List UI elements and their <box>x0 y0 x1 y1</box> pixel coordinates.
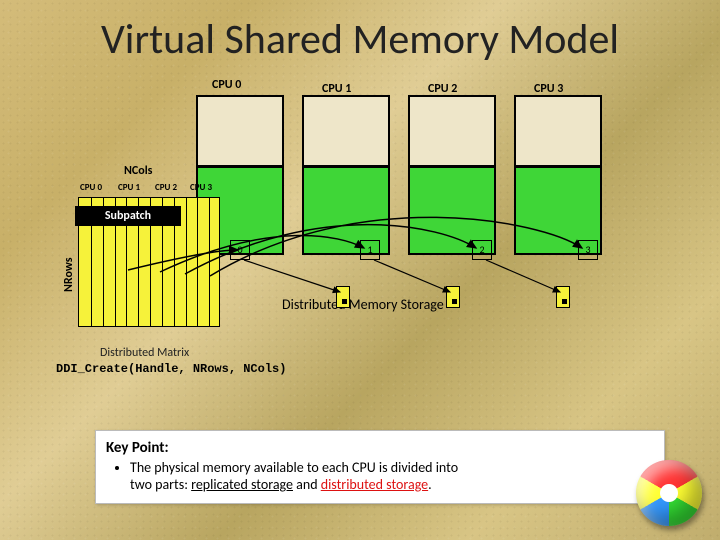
kp-line-b-prefix: two parts: <box>130 476 191 493</box>
key-point-heading: Key Point: <box>106 439 654 457</box>
kp-replicated: replicated storage <box>191 476 293 493</box>
store-box-3 <box>556 286 570 308</box>
mini-cpu3: CPU 3 <box>190 182 212 193</box>
mini-cpu1: CPU 1 <box>118 182 140 193</box>
cpu3-label: CPU 3 <box>534 82 563 96</box>
subpatch-label: Subpatch <box>75 206 181 226</box>
cpu3-replicated <box>514 95 602 167</box>
kp-period: . <box>428 476 432 493</box>
cpu1-replicated <box>302 95 390 167</box>
kp-and: and <box>293 476 321 493</box>
cpu0-replicated <box>196 95 284 167</box>
beachball-icon <box>636 460 702 526</box>
distributed-matrix-caption: Distributed Matrix <box>100 346 189 360</box>
page-title: Virtual Shared Memory Model <box>0 14 720 65</box>
store-box-1 <box>336 286 350 308</box>
mini-cpu0: CPU 0 <box>80 182 102 193</box>
cpu2-label: CPU 2 <box>428 82 457 96</box>
slot-0: 0 <box>230 240 250 260</box>
nrows-label: NRows <box>62 257 76 292</box>
slot-3: 3 <box>578 240 598 260</box>
kp-line-a: The physical memory available to each CP… <box>130 459 458 476</box>
key-point-bullet: The physical memory available to each CP… <box>130 459 654 493</box>
cpu1-label: CPU 1 <box>322 82 351 96</box>
slot-1: 1 <box>360 240 380 260</box>
slot-2: 2 <box>472 240 492 260</box>
distributed-memory-text: Distributed Memory Storage <box>282 296 444 313</box>
cpu0-label: CPU 0 <box>212 78 241 92</box>
ncols-label: NCols <box>124 164 152 178</box>
code-line: DDI_Create(Handle, NRows, NCols) <box>56 362 286 376</box>
key-point-box: Key Point: The physical memory available… <box>95 430 665 504</box>
mini-cpu2: CPU 2 <box>155 182 177 193</box>
cpu2-replicated <box>408 95 496 167</box>
store-box-2 <box>446 286 460 308</box>
kp-distributed: distributed storage <box>321 476 428 493</box>
